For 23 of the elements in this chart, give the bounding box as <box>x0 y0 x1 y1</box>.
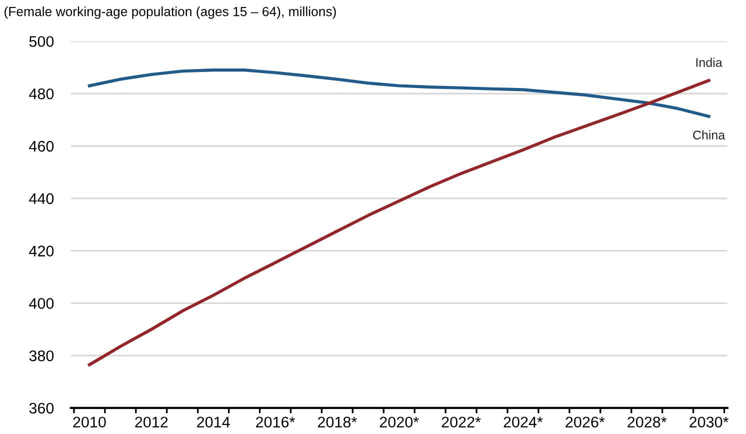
x-tick-label: 2030* <box>690 416 728 428</box>
x-tick-label: 2016* <box>256 416 295 428</box>
x-tick-label: 2022* <box>442 416 481 428</box>
y-tick-label: 420 <box>29 246 54 256</box>
x-tick-label: 2018* <box>318 416 357 428</box>
x-tick-label: 2026* <box>566 416 605 428</box>
series-label: India <box>696 58 722 67</box>
x-tick-label: 2024* <box>504 416 543 428</box>
series-label: China <box>693 130 726 140</box>
x-tick-label: 2028* <box>628 416 667 428</box>
x-tick-label: 2010 <box>73 416 106 428</box>
y-tick-label: 460 <box>29 140 54 152</box>
y-tick-label: 500 <box>29 36 54 47</box>
y-tick-label: 400 <box>29 298 54 309</box>
x-tick-label: 2012 <box>135 416 168 428</box>
y-axis-title: (Female working-age population (ages 15 – 64), millions) <box>4 6 336 19</box>
y-tick-label: 440 <box>29 193 54 204</box>
y-tick-label: 360 <box>29 402 54 414</box>
line-series <box>88 68 710 118</box>
y-tick-label: 380 <box>29 350 54 362</box>
x-tick-label: 2020* <box>380 416 419 428</box>
x-tick-label: 2014 <box>197 416 230 428</box>
y-tick-label: 480 <box>29 88 54 100</box>
